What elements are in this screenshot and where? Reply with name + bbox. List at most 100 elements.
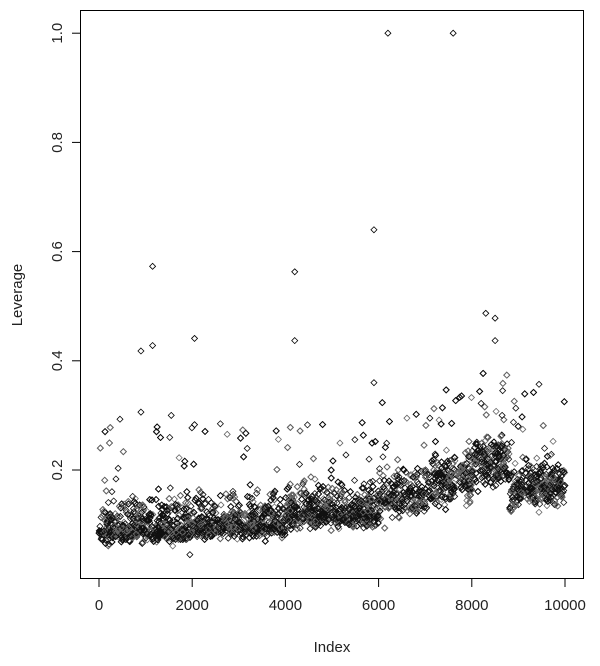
data-point: [227, 503, 235, 511]
data-point: [482, 411, 490, 419]
data-point: [216, 492, 224, 500]
data-point: [98, 534, 106, 542]
data-point: [224, 534, 232, 542]
data-point: [307, 473, 315, 481]
data-point: [376, 469, 384, 477]
data-point: [385, 417, 394, 426]
data-point: [540, 444, 549, 452]
data-point: [379, 453, 387, 461]
data-point: [102, 487, 110, 495]
data-point: [431, 437, 440, 446]
data-point: [507, 438, 516, 447]
data-point: [116, 512, 124, 520]
data-point: [296, 427, 304, 435]
data-point: [503, 452, 511, 461]
data-point: [327, 474, 335, 482]
data-point: [510, 397, 518, 405]
data-point: [499, 379, 507, 387]
data-point: [414, 480, 423, 488]
data-point: [474, 487, 482, 495]
data-point: [358, 484, 366, 492]
data-point: [518, 413, 526, 421]
data-point: [381, 524, 389, 532]
data-point: [378, 399, 386, 407]
data-point: [479, 369, 487, 377]
data-point: [210, 521, 218, 529]
data-point: [138, 520, 146, 528]
data-point: [467, 393, 476, 402]
data-point: [342, 451, 350, 459]
data-point: [286, 423, 294, 431]
data-point: [346, 488, 354, 496]
data-point: [422, 421, 430, 429]
data-point: [156, 433, 165, 442]
data-point: [489, 483, 497, 491]
data-point: [482, 411, 490, 419]
data-point: [375, 465, 384, 473]
data-point: [97, 535, 105, 543]
data-point: [293, 483, 301, 491]
data-point: [327, 474, 335, 482]
data-point: [240, 453, 248, 461]
data-point: [439, 488, 447, 496]
data-point: [442, 446, 451, 454]
data-point: [479, 369, 487, 377]
data-point: [165, 494, 173, 503]
data-point: [479, 478, 487, 486]
data-point: [518, 413, 526, 421]
data-point: [246, 481, 254, 489]
data-point: [451, 457, 459, 465]
data-point: [337, 480, 345, 488]
data-point: [422, 421, 430, 429]
data-point: [327, 526, 335, 535]
data-point: [383, 439, 391, 447]
data-point: [216, 535, 224, 543]
data-point: [438, 404, 447, 412]
data-point: [165, 494, 173, 503]
data-point: [223, 430, 231, 438]
data-point: [505, 476, 513, 484]
data-point: [365, 455, 373, 463]
data-point: [384, 479, 392, 487]
data-point: [394, 456, 402, 464]
data-point: [293, 483, 301, 491]
data-point: [152, 496, 160, 504]
data-point: [550, 466, 558, 474]
data-point: [414, 464, 422, 473]
data-point: [359, 431, 367, 439]
points-layer: [95, 29, 569, 559]
data-point: [435, 416, 443, 424]
data-point: [442, 386, 450, 394]
data-point: [465, 437, 473, 446]
data-point: [246, 481, 254, 489]
data-point: [240, 453, 248, 461]
data-point: [505, 450, 513, 458]
data-point: [549, 437, 557, 445]
data-point: [327, 466, 335, 474]
data-point: [240, 453, 248, 461]
data-point: [143, 507, 151, 516]
data-point: [376, 469, 384, 477]
data-point: [350, 476, 359, 484]
data-point: [407, 498, 415, 506]
data-point: [306, 525, 314, 533]
data-point: [373, 499, 381, 507]
data-point: [553, 493, 562, 501]
data-point: [525, 497, 533, 505]
data-point: [385, 417, 394, 426]
data-point: [420, 507, 428, 515]
data-point: [166, 433, 174, 441]
data-point: [106, 423, 114, 432]
data-point: [476, 387, 484, 395]
data-point: [104, 498, 112, 507]
data-point: [333, 499, 341, 507]
data-point: [476, 387, 484, 395]
data-point: [239, 426, 247, 434]
data-point: [319, 420, 327, 429]
data-point: [236, 434, 245, 442]
data-point: [112, 475, 120, 483]
data-point: [543, 502, 551, 510]
data-point: [509, 418, 518, 426]
data-point: [327, 466, 335, 474]
